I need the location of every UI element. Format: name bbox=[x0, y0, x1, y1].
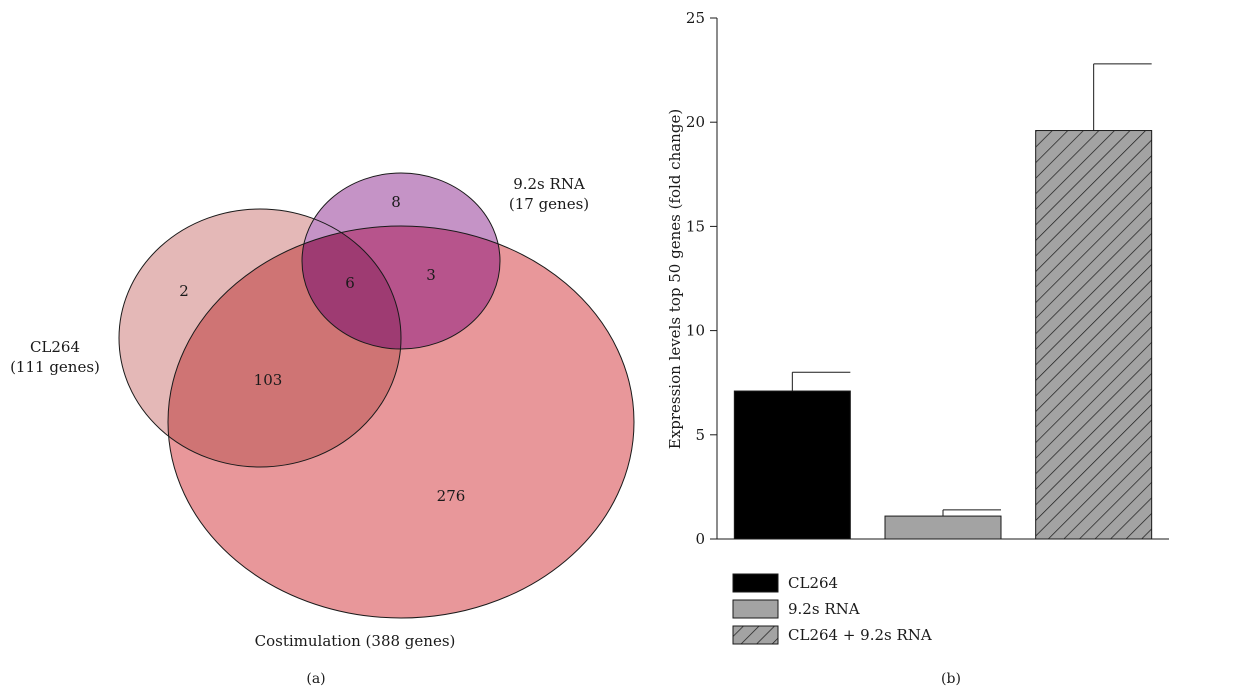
panel-b-tag: (b) bbox=[941, 671, 961, 687]
rna-set-label: 9.2s RNA bbox=[513, 175, 585, 193]
legend-label-cl264: CL264 bbox=[788, 574, 838, 592]
costimulation-outline bbox=[167, 225, 635, 619]
count-rna-only: 8 bbox=[391, 193, 401, 211]
y-ticks: 0 5 10 15 20 25 bbox=[686, 9, 717, 548]
bar-combined bbox=[1035, 130, 1153, 540]
bar-cl264 bbox=[733, 390, 851, 540]
y-tick-label: 5 bbox=[695, 426, 705, 444]
legend-swatch-cl264 bbox=[732, 573, 779, 593]
bar-chart: Expression levels top 50 genes (fold cha… bbox=[666, 9, 1169, 687]
legend-label-combined: CL264 + 9.2s RNA bbox=[788, 626, 932, 644]
bar-rna bbox=[884, 515, 1002, 540]
bars bbox=[733, 63, 1153, 540]
y-tick-label: 10 bbox=[686, 322, 705, 340]
cl264-set-label: CL264 bbox=[30, 338, 80, 356]
y-tick-label: 25 bbox=[686, 9, 705, 27]
count-costim-only: 276 bbox=[437, 487, 466, 505]
venn-diagram: 2 103 276 8 3 6 CL264 (111 genes) 9.2s R… bbox=[10, 172, 635, 687]
legend-label-rna: 9.2s RNA bbox=[788, 600, 860, 618]
cl264-set-count: (111 genes) bbox=[10, 358, 100, 376]
panel-a-tag: (a) bbox=[306, 671, 325, 687]
rna-outline bbox=[301, 172, 501, 350]
count-cl264-only: 2 bbox=[179, 282, 189, 300]
legend: CL264 9.2s RNA CL264 + 9.2s RNA bbox=[732, 573, 932, 645]
triple-overlap bbox=[302, 226, 401, 349]
y-tick-label: 0 bbox=[695, 530, 705, 548]
count-all-three: 6 bbox=[345, 274, 355, 292]
count-rna-costim: 3 bbox=[426, 266, 436, 284]
y-tick-label: 20 bbox=[686, 113, 705, 131]
legend-swatch-combined bbox=[732, 625, 779, 645]
costim-set-label: Costimulation (388 genes) bbox=[255, 632, 456, 650]
legend-swatch-rna bbox=[732, 599, 779, 619]
count-cl264-costim: 103 bbox=[254, 371, 283, 389]
cl264-outline bbox=[118, 208, 402, 468]
y-axis-title: Expression levels top 50 genes (fold cha… bbox=[666, 109, 684, 449]
rna-set-count: (17 genes) bbox=[509, 195, 589, 213]
y-tick-label: 15 bbox=[686, 217, 705, 235]
